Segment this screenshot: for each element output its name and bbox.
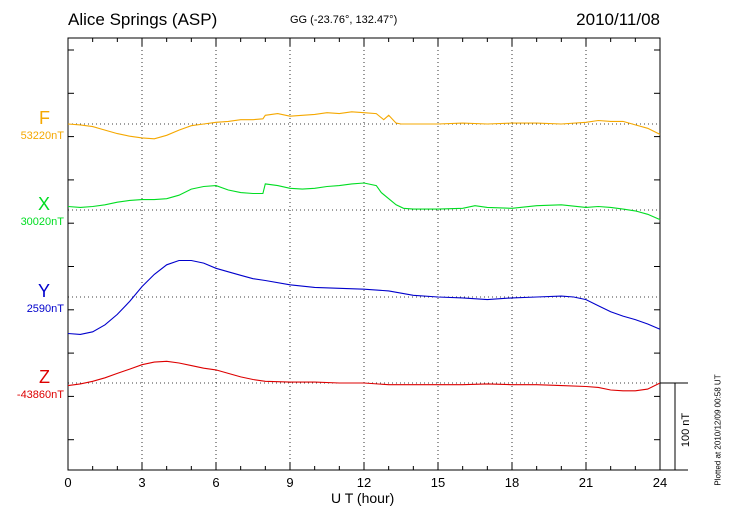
component-label-x: X [37,194,50,214]
baseline-label-x: 30020nT [20,216,64,228]
x-tick-label: 18 [505,475,519,490]
x-axis-label: U T (hour) [331,490,395,506]
x-tick-label: 21 [579,475,593,490]
x-tick-label: 15 [431,475,445,490]
baseline-label-z: -43860nT [16,389,64,401]
component-label-y: Y [37,281,50,301]
x-tick-label: 6 [212,475,219,490]
x-tick-label: 0 [64,475,71,490]
station-coordinates: GG (-23.76°, 132.47°) [290,14,398,26]
series-line-f [67,111,661,140]
scale-bar-label: 100 nT [680,412,692,448]
component-label-f: F [39,108,50,128]
series-line-y [67,259,661,335]
series-line-z [67,360,661,392]
x-tick-label: 9 [286,475,293,490]
x-tick-label: 24 [653,475,667,490]
x-tick-label: 12 [357,475,371,490]
component-label-z: Z [39,367,50,387]
station-title: Alice Springs (ASP) [68,10,218,29]
plotted-timestamp: Plotted at 2010/12/09 00:58 UT [713,374,723,486]
x-tick-label: 3 [138,475,145,490]
baseline-label-y: 2590nT [26,303,64,315]
baseline-label-f: 53220nT [20,130,64,142]
chart-date: 2010/11/08 [576,10,660,29]
series-line-x [67,182,661,221]
